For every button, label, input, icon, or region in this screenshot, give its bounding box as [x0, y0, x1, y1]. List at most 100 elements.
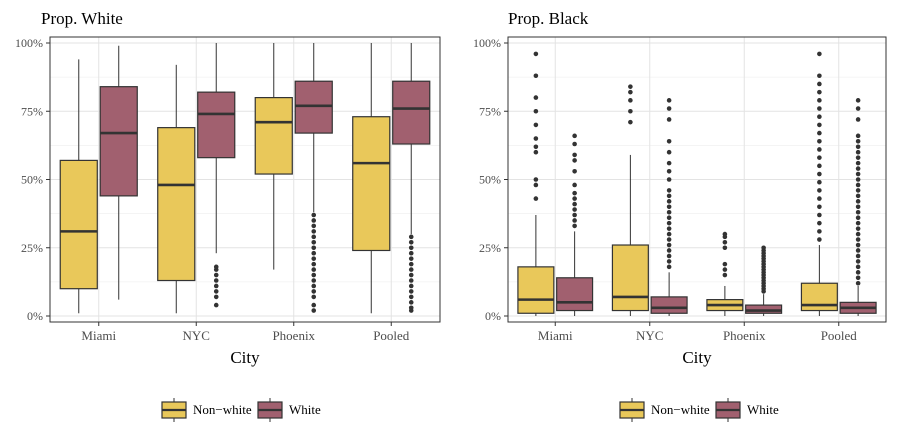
outlier-point	[855, 166, 861, 171]
outlier-point	[817, 171, 822, 177]
legend-label: White	[747, 402, 779, 417]
x-axis-label: City	[230, 348, 260, 367]
y-tick-label: 0%	[27, 309, 43, 323]
x-tick-label: Miami	[538, 328, 573, 343]
outlier-point	[408, 289, 414, 294]
outlier-point	[855, 253, 861, 259]
outlier-point	[572, 212, 577, 218]
outlier-point	[666, 242, 672, 248]
legend: Non−white White	[619, 398, 779, 422]
outlier-point	[855, 259, 861, 264]
panel-border	[507, 36, 887, 323]
outlier-point	[408, 283, 414, 289]
outlier-point	[572, 196, 577, 201]
outlier-point	[213, 278, 219, 283]
x-tick-label: Pooled	[821, 328, 858, 343]
outlier-point	[572, 218, 577, 223]
outlier-point	[311, 302, 317, 308]
outlier-point	[533, 122, 539, 128]
outlier-point	[572, 190, 577, 196]
box-white-phoenix	[745, 245, 783, 316]
outlier-point	[855, 270, 861, 275]
outlier-point	[311, 212, 317, 218]
box-body	[99, 86, 138, 197]
outlier-point	[533, 136, 539, 141]
outlier-point	[213, 294, 219, 300]
y-tick-label: 25%	[479, 241, 501, 255]
outlier-point	[855, 138, 861, 144]
outlier-point	[855, 117, 861, 122]
outlier-point	[628, 108, 633, 114]
outlier-point	[855, 215, 861, 221]
x-axis-label: City	[682, 348, 712, 367]
box-body	[352, 116, 391, 252]
box-nonwhite-nyc	[157, 64, 196, 314]
box-body	[59, 159, 98, 290]
outlier-point	[817, 204, 822, 210]
y-tick-label: 100%	[473, 36, 501, 50]
x-tick-label: Phoenix	[723, 328, 766, 343]
outlier-point	[855, 106, 861, 111]
outlier-point	[817, 179, 822, 185]
outlier-point	[572, 141, 577, 147]
outlier-point	[855, 226, 861, 231]
outlier-point	[666, 231, 672, 237]
outlier-point	[855, 209, 861, 215]
legend-label: Non−white	[193, 402, 252, 417]
outlier-point	[817, 196, 822, 201]
outlier-point	[817, 114, 822, 120]
outlier-point	[855, 155, 861, 160]
outlier-point	[817, 220, 822, 226]
outlier-point	[666, 259, 672, 264]
outlier-point	[533, 95, 539, 100]
outlier-point	[311, 245, 317, 251]
outlier-point	[666, 138, 672, 144]
outlier-point	[666, 220, 672, 226]
y-tick-label: 75%	[479, 104, 501, 118]
x-tick-label: NYC	[636, 328, 663, 343]
outlier-point	[572, 169, 577, 174]
outlier-point	[855, 264, 861, 270]
outlier-point	[722, 239, 728, 245]
outlier-point	[311, 250, 317, 256]
outlier-point	[666, 188, 672, 193]
outlier-point	[408, 239, 414, 245]
outlier-point	[408, 278, 414, 283]
box-white-nyc	[650, 98, 688, 316]
outlier-point	[628, 89, 633, 95]
outlier-point	[408, 245, 414, 251]
box-nonwhite-pooled	[352, 43, 391, 314]
outlier-point	[817, 237, 822, 242]
outlier-point	[817, 212, 822, 218]
outlier-point	[817, 51, 822, 57]
outlier-point	[722, 231, 728, 237]
outlier-point	[408, 234, 414, 240]
outlier-point	[855, 188, 861, 193]
outlier-point	[408, 294, 414, 300]
outlier-point	[311, 308, 317, 313]
x-tick-label: Pooled	[373, 328, 410, 343]
outlier-point	[666, 98, 672, 103]
outlier-point	[817, 89, 822, 95]
box-white-pooled	[839, 98, 877, 316]
box-body	[157, 127, 196, 282]
outlier-point	[533, 196, 539, 201]
outlier-point	[533, 182, 539, 188]
outlier-point	[855, 220, 861, 226]
outlier-point	[572, 223, 577, 229]
box-nonwhite-pooled	[800, 51, 838, 316]
outlier-point	[855, 133, 861, 139]
y-tick-label: 50%	[21, 173, 43, 187]
chart-title: Prop. White	[41, 9, 123, 28]
outlier-point	[408, 300, 414, 305]
outlier-point	[817, 138, 822, 144]
y-tick-label: 50%	[479, 173, 501, 187]
outlier-point	[855, 280, 861, 286]
box-body	[800, 282, 838, 312]
outlier-point	[311, 234, 317, 240]
box-body	[556, 277, 594, 312]
outlier-point	[855, 98, 861, 103]
outlier-point	[666, 215, 672, 221]
outlier-point	[572, 201, 577, 207]
